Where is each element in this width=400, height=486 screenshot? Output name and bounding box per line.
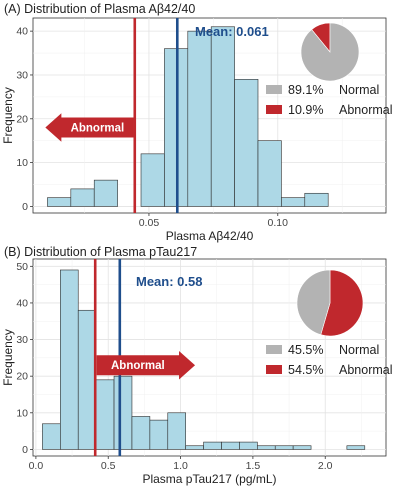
legend-percent-abnormal: 10.9% <box>288 103 323 117</box>
y-tick-label: 40 <box>16 297 28 309</box>
abnormal-arrow <box>45 113 134 142</box>
panel-a-abeta: (A) Distribution of Plasma Aβ42/40 Mean: … <box>1 2 393 243</box>
pie-slice-normal <box>300 22 360 82</box>
x-axis-label: Plasma Aβ42/40 <box>166 229 254 243</box>
histogram-bar <box>257 140 282 207</box>
y-tick-label: 20 <box>16 371 28 383</box>
x-axis-label: Plasma pTau217 (pg/mL) <box>142 472 276 486</box>
abnormal-arrow-label: Abnormal <box>111 360 165 372</box>
legend-swatch-normal <box>266 345 282 354</box>
y-tick-label: 0 <box>22 444 28 456</box>
panel-b-ptau: (B) Distribution of Plasma pTau217 Mean: … <box>0 243 400 486</box>
histogram-bar <box>70 188 95 207</box>
y-tick-label: 0 <box>22 201 28 213</box>
histogram-bar <box>281 197 306 207</box>
histogram-bar <box>185 445 204 450</box>
histogram-bar <box>167 412 186 450</box>
histogram-bar <box>95 379 115 450</box>
y-tick-label: 30 <box>16 334 28 346</box>
x-tick-label: 0.5 <box>101 460 116 472</box>
y-tick-label: 50 <box>16 261 28 273</box>
legend-label-normal: Normal <box>339 343 379 357</box>
legend-percent-normal: 89.1% <box>288 83 323 97</box>
histogram-bar <box>113 375 133 450</box>
histogram-bar <box>304 192 329 207</box>
histogram-bar <box>257 445 276 450</box>
mean-label: Mean: 0.061 <box>195 24 269 39</box>
histogram-bar <box>274 445 294 450</box>
legend-swatch-abnormal <box>266 365 282 374</box>
histogram-bar <box>203 441 222 450</box>
y-axis-label: Frequency <box>1 329 15 386</box>
legend-label-abnormal: Abnormal <box>339 363 393 377</box>
histogram-bar <box>47 197 72 207</box>
x-tick-label: 0.10 <box>268 217 289 229</box>
histogram-bar <box>210 26 235 207</box>
x-tick-label: 0.0 <box>29 460 44 472</box>
histogram-bar <box>140 153 165 207</box>
chart-a-svg: (A) Distribution of Plasma Aβ42/40Mean: … <box>1 2 393 243</box>
legend-percent-abnormal: 54.5% <box>288 363 323 377</box>
histogram-bar <box>131 416 151 450</box>
histogram-bar <box>60 269 79 450</box>
legend-label-abnormal: Abnormal <box>339 103 393 117</box>
x-tick-label: 2.0 <box>318 460 333 472</box>
legend-swatch-abnormal <box>266 105 282 114</box>
mean-label: Mean: 0.58 <box>136 274 202 289</box>
x-tick-label: 0.05 <box>139 217 160 229</box>
x-tick-label: 1.0 <box>173 460 188 472</box>
histogram-bar <box>292 445 312 450</box>
pie-slice-abnormal <box>320 269 364 337</box>
x-tick-label: 1.5 <box>246 460 261 472</box>
histogram-bar <box>221 441 240 450</box>
legend-label-normal: Normal <box>339 83 379 97</box>
histogram-bar <box>346 445 366 450</box>
histogram-bar <box>93 179 118 207</box>
pie-slice-normal <box>296 269 331 336</box>
abnormal-arrow <box>96 350 196 380</box>
y-tick-label: 20 <box>16 113 28 125</box>
abnormal-arrow-label: Abnormal <box>71 123 125 135</box>
y-tick-label: 40 <box>16 26 28 38</box>
histogram-bar <box>77 309 97 450</box>
y-tick-label: 10 <box>16 157 28 169</box>
histogram-bar <box>42 423 61 450</box>
y-tick-label: 30 <box>16 69 28 81</box>
histogram-bar <box>187 30 212 207</box>
histogram-bar <box>149 419 169 450</box>
y-tick-label: 10 <box>16 407 28 419</box>
histogram-bar <box>234 79 259 207</box>
histogram-bar <box>239 441 258 450</box>
chart-b-svg: (B) Distribution of Plasma pTau217 Mean: … <box>1 245 393 486</box>
chart-title: (A) Distribution of Plasma Aβ42/40 <box>4 2 195 16</box>
legend-percent-normal: 45.5% <box>288 343 323 357</box>
chart-title: (B) Distribution of Plasma pTau217 <box>4 245 197 259</box>
y-axis-label: Frequency <box>1 87 15 144</box>
legend-swatch-normal <box>266 85 282 94</box>
